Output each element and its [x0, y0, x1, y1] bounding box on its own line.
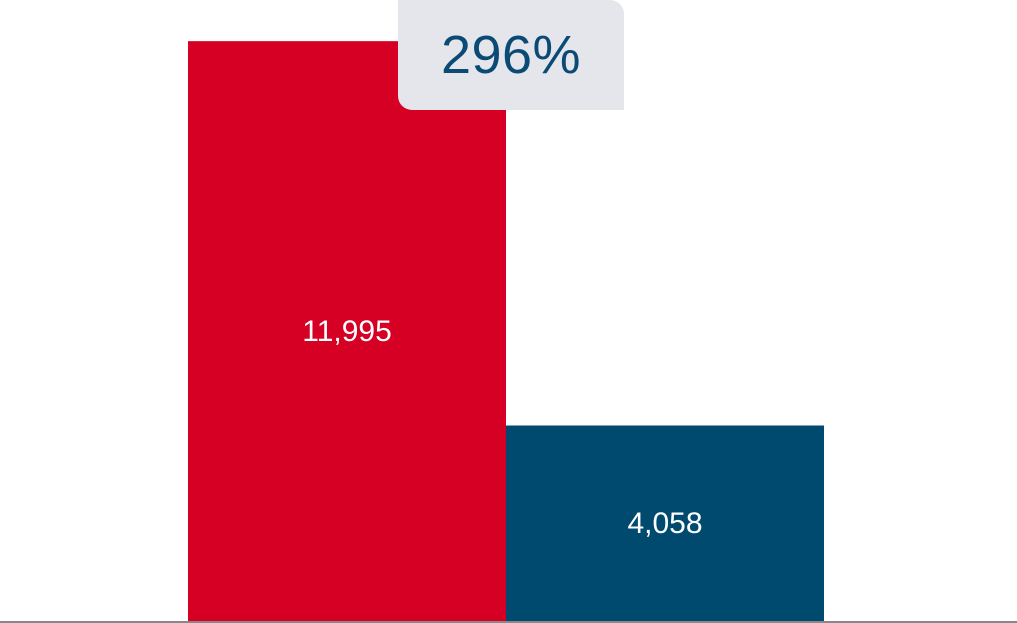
percent-change-label: 296% — [440, 25, 582, 85]
bar-left-value-label: 11,995 — [302, 315, 392, 348]
bar-right-value-label: 4,058 — [627, 507, 702, 540]
bar-left — [188, 41, 506, 623]
percent-change-badge: 296% — [398, 0, 624, 110]
bar-right — [506, 425, 824, 622]
bars-group: 11,995 4,058 — [188, 41, 824, 623]
